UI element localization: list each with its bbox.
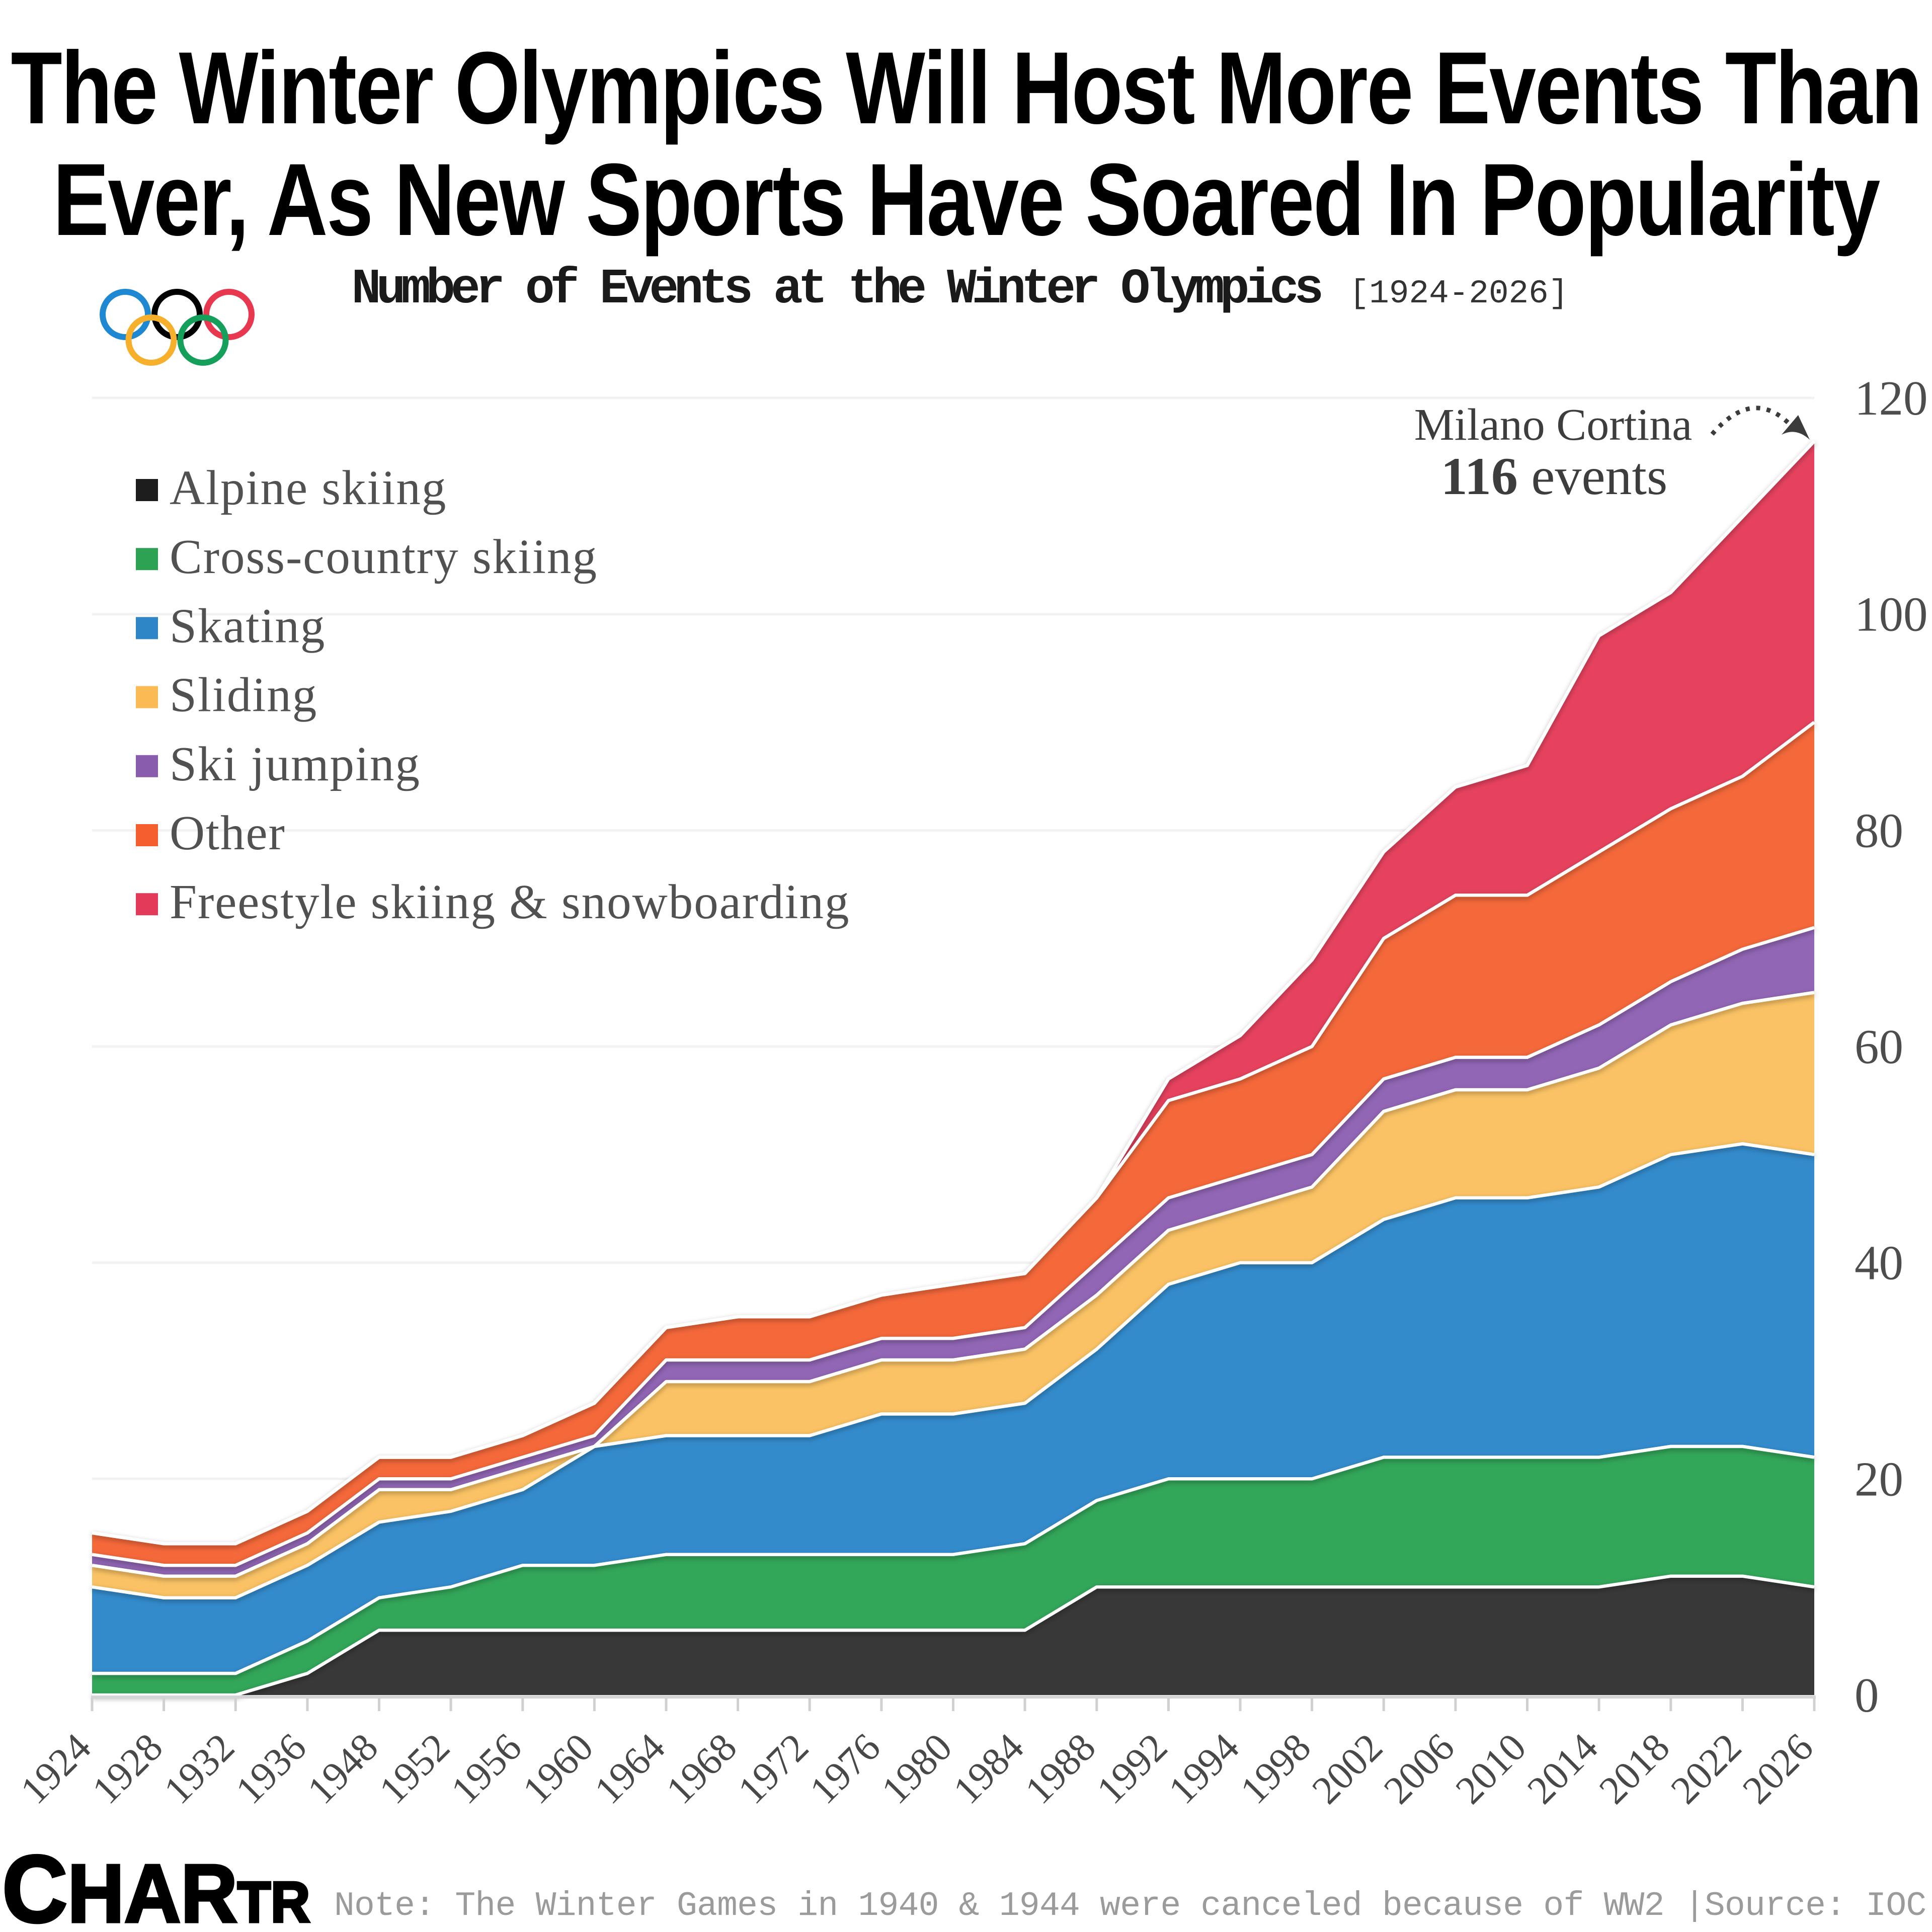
svg-text:1964: 1964	[586, 1725, 673, 1812]
svg-text:2006: 2006	[1376, 1725, 1463, 1812]
svg-text:80: 80	[1855, 803, 1903, 857]
svg-text:Freestyle skiing & snowboardin: Freestyle skiing & snowboarding	[170, 875, 850, 929]
svg-text:1936: 1936	[227, 1725, 314, 1812]
svg-text:Skating: Skating	[170, 599, 326, 653]
svg-text:100: 100	[1855, 588, 1928, 641]
svg-text:1992: 1992	[1089, 1725, 1176, 1812]
svg-text:1948: 1948	[299, 1725, 386, 1812]
svg-text:120: 120	[1855, 371, 1928, 425]
svg-text:1984: 1984	[945, 1725, 1032, 1812]
svg-text:Milano Cortina: Milano Cortina	[1414, 400, 1692, 450]
svg-text:1956: 1956	[443, 1725, 530, 1812]
svg-text:116 events: 116 events	[1441, 447, 1667, 506]
svg-text:1976: 1976	[801, 1725, 889, 1812]
svg-text:Alpine skiing: Alpine skiing	[170, 461, 447, 515]
svg-text:40: 40	[1855, 1236, 1903, 1290]
svg-text:0: 0	[1855, 1668, 1879, 1722]
svg-text:Other: Other	[170, 806, 286, 860]
svg-text:1998: 1998	[1232, 1725, 1319, 1812]
svg-text:Ski jumping: Ski jumping	[170, 737, 421, 791]
svg-text:2014: 2014	[1519, 1725, 1606, 1812]
svg-text:1932: 1932	[156, 1725, 243, 1812]
svg-text:1928: 1928	[84, 1725, 171, 1812]
svg-text:2018: 2018	[1591, 1725, 1678, 1812]
svg-text:2022: 2022	[1663, 1725, 1750, 1812]
svg-text:1972: 1972	[730, 1725, 817, 1812]
svg-text:Cross-country skiing: Cross-country skiing	[170, 530, 598, 584]
svg-text:1952: 1952	[371, 1725, 458, 1812]
svg-text:2002: 2002	[1304, 1725, 1391, 1812]
svg-text:60: 60	[1855, 1020, 1903, 1074]
svg-text:2026: 2026	[1734, 1725, 1821, 1812]
svg-text:1980: 1980	[873, 1725, 960, 1812]
svg-text:1960: 1960	[515, 1725, 602, 1812]
svg-text:1924: 1924	[12, 1725, 99, 1812]
svg-text:Sliding: Sliding	[170, 668, 317, 722]
svg-text:1994: 1994	[1160, 1725, 1247, 1812]
svg-text:20: 20	[1855, 1452, 1903, 1506]
svg-text:2010: 2010	[1447, 1725, 1535, 1812]
svg-text:1988: 1988	[1017, 1725, 1104, 1812]
svg-text:1968: 1968	[658, 1725, 745, 1812]
